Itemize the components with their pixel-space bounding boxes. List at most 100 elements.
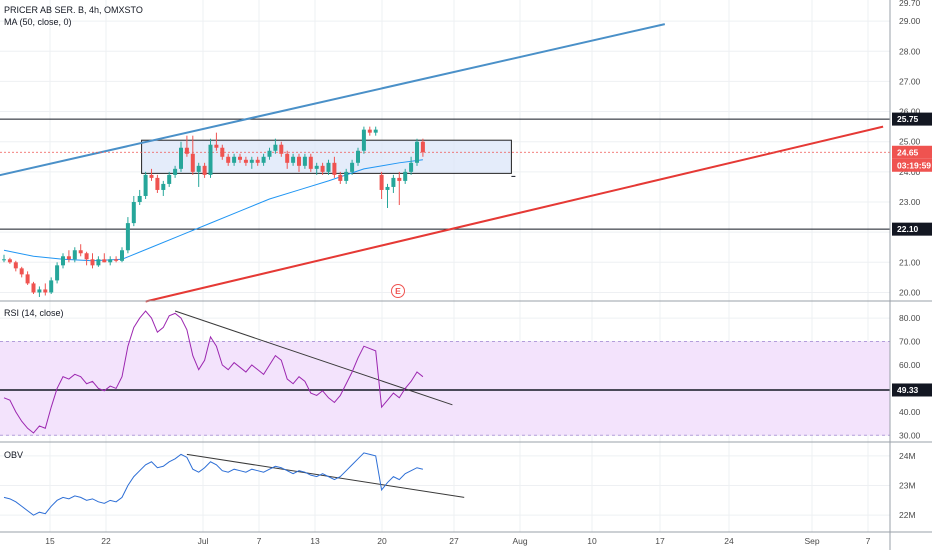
rsi-tick-label: 70.00	[899, 337, 921, 347]
price-tick-label: 20.00	[899, 287, 921, 297]
candle-body	[179, 147, 183, 169]
x-tick-label: Sep	[804, 536, 819, 546]
tag-rsi-level-bg	[892, 383, 932, 397]
candle-body	[326, 162, 331, 172]
x-tick-label: 7	[257, 536, 262, 546]
candle-body	[350, 162, 355, 172]
price-tick-label: 29.00	[899, 16, 921, 26]
ma-indicator-label[interactable]: MA (50, close, 0)	[4, 17, 72, 27]
candle-body	[202, 165, 207, 175]
obv-line	[3, 452, 424, 516]
candle-body	[214, 144, 219, 148]
candle-body	[19, 268, 24, 275]
candle-body	[243, 159, 248, 163]
candle-body	[379, 174, 384, 190]
candle-body	[84, 253, 89, 260]
candle-body	[385, 186, 390, 190]
obv-tick-label: 22M	[899, 510, 916, 520]
candle-body	[61, 256, 65, 266]
candle-body	[279, 144, 284, 154]
candle-body	[49, 280, 54, 293]
tag-25-75-bg	[892, 112, 932, 126]
series	[3, 159, 424, 516]
candle-body	[2, 259, 6, 261]
candle-body	[409, 162, 414, 172]
candle-body	[344, 171, 349, 181]
candle-body	[220, 147, 225, 157]
price-tick-label: 27.00	[899, 76, 921, 86]
earnings-event-marker[interactable]: E	[391, 284, 405, 298]
rsi-tick-label: 60.00	[899, 360, 921, 370]
candle-body	[285, 153, 290, 163]
candles	[2, 126, 425, 297]
x-tick-label: Aug	[512, 536, 527, 546]
candle-body	[78, 250, 83, 254]
candle-body	[255, 159, 260, 163]
tag-last-price-bg	[892, 145, 932, 159]
obv-tick-label: 23M	[899, 481, 916, 491]
price-tick-label: 28.00	[899, 46, 921, 56]
x-tick-label: 13	[310, 536, 320, 546]
x-tick-label: 17	[655, 536, 665, 546]
candle-body	[226, 156, 231, 163]
event-marker-circle	[391, 284, 405, 298]
candle-body	[415, 141, 419, 163]
candle-body	[143, 174, 148, 196]
candle-body	[302, 156, 307, 166]
candle-body	[137, 195, 142, 203]
candle-body	[373, 129, 378, 133]
candle-body	[308, 156, 313, 169]
candle-body	[120, 250, 124, 261]
price-tick-label: 26.00	[899, 107, 921, 117]
candle-body	[332, 162, 337, 175]
candle-body	[96, 259, 101, 266]
candle-body	[338, 174, 343, 181]
candle-body	[31, 283, 36, 293]
rsi-indicator-label[interactable]: RSI (14, close)	[4, 308, 64, 318]
candle-body	[43, 289, 48, 293]
x-tick-label: 20	[377, 536, 387, 546]
ma-line	[3, 159, 423, 262]
candle-body	[297, 156, 301, 166]
rsi-tick-label: 30.00	[899, 430, 921, 440]
x-tick-label: 15	[45, 536, 55, 546]
candle-body	[291, 156, 296, 163]
candle-body	[273, 144, 278, 151]
candle-body	[66, 256, 71, 260]
candle-body	[238, 156, 242, 160]
candle-body	[356, 150, 360, 163]
x-tick-label: 24	[724, 536, 734, 546]
lower-channel-line	[145, 125, 884, 303]
candle-body	[7, 259, 12, 263]
price-tick-label: 29.70	[899, 0, 921, 8]
x-tick-label: 27	[449, 536, 459, 546]
rsi-line	[3, 310, 424, 434]
rsi-trendline	[174, 310, 453, 406]
candle-body	[155, 177, 160, 190]
rsi-band	[0, 341, 890, 436]
rsi-tick-label: 40.00	[899, 407, 921, 417]
candle-body	[108, 259, 113, 263]
candle-body	[184, 147, 189, 154]
x-tick-label: 7	[866, 536, 871, 546]
candle-body	[149, 174, 154, 178]
tag-22-10-bg	[892, 222, 932, 236]
candle-body	[55, 265, 60, 281]
obv-indicator-label[interactable]: OBV	[4, 450, 23, 460]
candle-body	[161, 183, 166, 190]
candle-body	[208, 144, 213, 175]
candle-body	[90, 259, 95, 266]
candle-body	[397, 177, 402, 181]
x-tick-label: 22	[101, 536, 111, 546]
obv-tick-label: 24M	[899, 451, 916, 461]
tag-last-price: 24.65	[897, 147, 919, 157]
x-tick-label: Jul	[198, 536, 209, 546]
candle-body	[37, 289, 42, 293]
candle-body	[72, 250, 77, 260]
candle-body	[391, 177, 396, 187]
candle-body	[367, 129, 372, 133]
price-tick-label: 21.00	[899, 257, 921, 267]
